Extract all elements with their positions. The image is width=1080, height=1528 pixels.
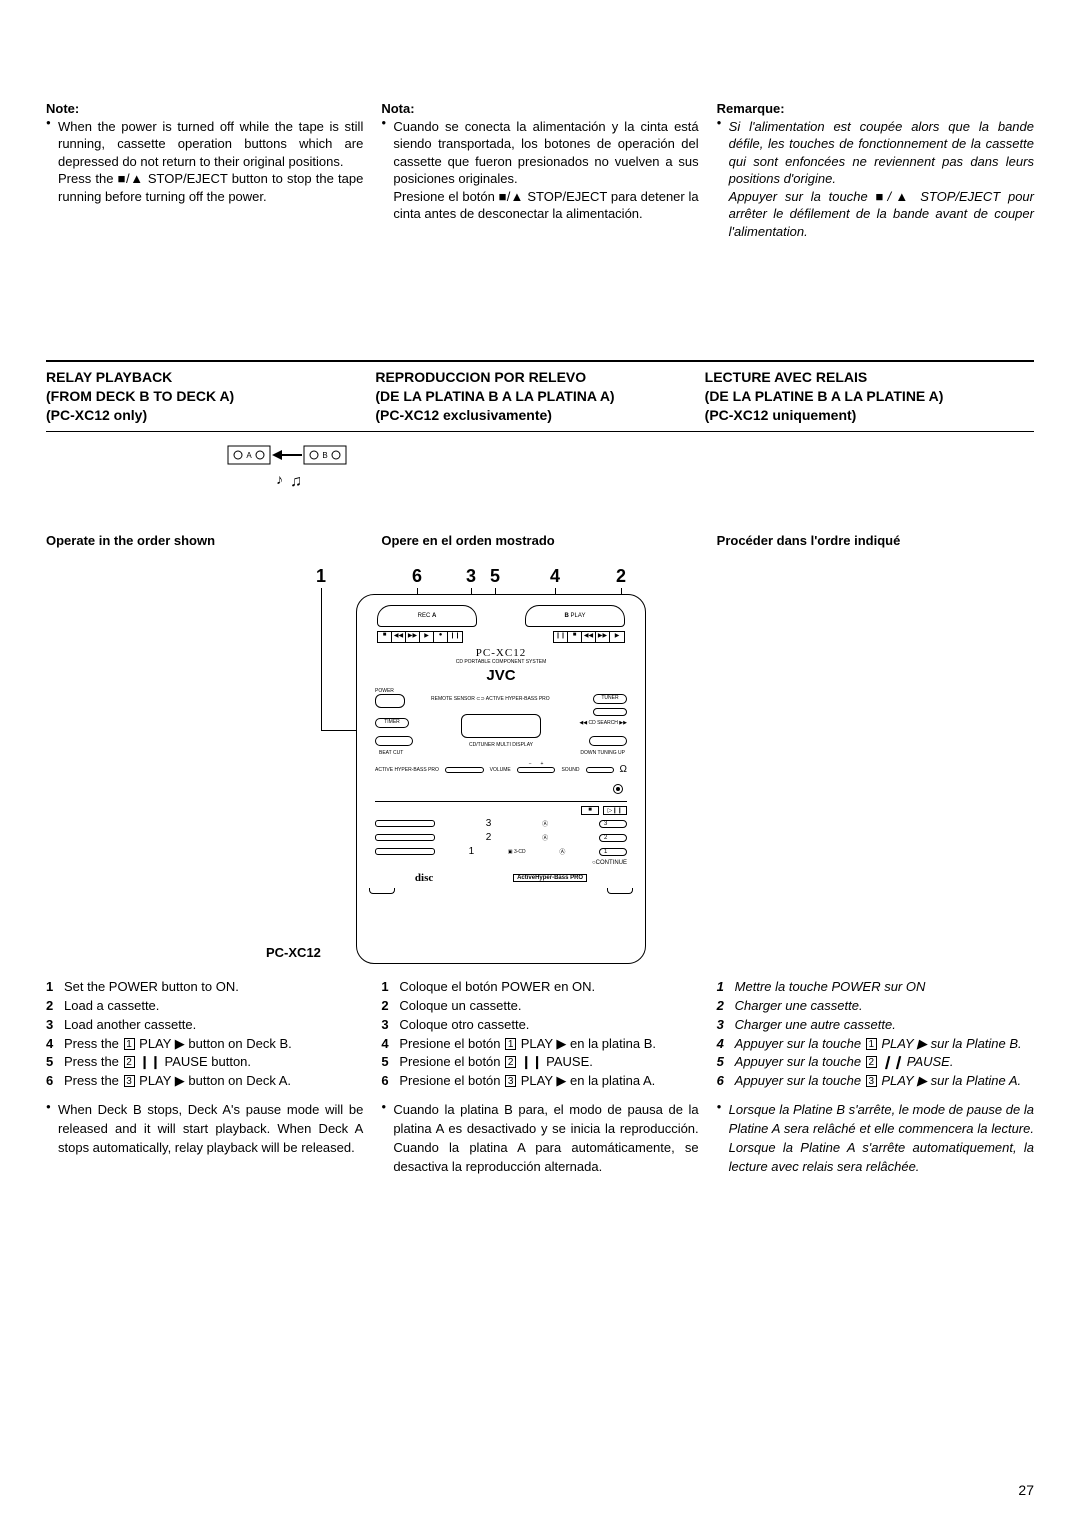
callout-numbers: 1 6 3 5 4 2: [46, 566, 666, 594]
top-notes-row: Note: When the power is turned off while…: [46, 100, 1034, 240]
callout-4: 4: [550, 566, 560, 587]
note-body-fr: Si l'alimentation est coupée alors que l…: [717, 118, 1034, 241]
tuner-button: TUNER: [593, 694, 627, 704]
section-fr: LECTURE AVEC RELAIS (DE LA PLATINE B A L…: [705, 362, 1034, 431]
control-panel: POWER REMOTE SENSOR ⊂⊃ ACTIVE HYPER-BASS…: [375, 690, 627, 760]
steps-note-en: When Deck B stops, Deck A's pause mode w…: [46, 1101, 363, 1158]
section-heading-bar: RELAY PLAYBACK (FROM DECK B TO DECK A) (…: [46, 360, 1034, 432]
timer-button: TIMER: [375, 718, 409, 728]
display-window: [461, 714, 541, 738]
operate-es: Opere en el orden mostrado: [381, 533, 698, 548]
note-spanish: Nota: Cuando se conecta la alimentación …: [381, 100, 698, 240]
cd-changer-area: ■ ▷❙❙ 3Ⓐ3 2Ⓐ2 1▣ 3-CDⒶ1 ○ CONTINUE: [375, 801, 627, 866]
operate-fr: Procéder dans l'ordre indiqué: [717, 533, 1034, 548]
deck-b-door: B PLAY: [525, 605, 625, 627]
note-body-en: When the power is turned off while the t…: [46, 118, 363, 206]
callout-5: 5: [490, 566, 500, 587]
operate-en: Operate in the order shown: [46, 533, 363, 548]
brand-logo: JVC: [357, 667, 645, 684]
steps-note-fr: Lorsque la Platine B s'arrête, le mode d…: [717, 1101, 1034, 1176]
volume-row: ACTIVE HYPER-BASS PRO VOLUME −+ SOUND Ω: [375, 764, 627, 775]
deck-relay-icon: A B ♪ ♫: [226, 444, 1034, 497]
deck-relay-svg: A B ♪ ♫: [226, 444, 366, 492]
subtitle: CD PORTABLE COMPONENT SYSTEM: [357, 659, 645, 665]
steps-row: 1Set the POWER button to ON. 2Load a cas…: [46, 978, 1034, 1176]
deck-b-buttons: ❙❙■◀◀▶▶▶: [553, 631, 625, 643]
note-title-fr: Remarque:: [717, 100, 1034, 118]
callout-1: 1: [316, 566, 326, 587]
callout-6: 6: [412, 566, 422, 587]
svg-text:B: B: [322, 451, 327, 460]
right-slider: [589, 736, 627, 746]
steps-note-es: Cuando la platina B para, el modo de pau…: [381, 1101, 698, 1176]
callout-2: 2: [616, 566, 626, 587]
bottom-logo-row: disc ActiveHyper-Bass PRO: [375, 872, 627, 884]
note-english: Note: When the power is turned off while…: [46, 100, 363, 240]
callout-3: 3: [466, 566, 476, 587]
deck-a-buttons: ■◀◀▶▶▶●❙❙: [377, 631, 463, 643]
device-illustration: REC A B PLAY ■◀◀▶▶▶●❙❙ ❙❙■◀◀▶▶▶ PC-XC12 …: [356, 594, 646, 964]
page-number: 27: [1018, 1482, 1034, 1498]
svg-text:A: A: [246, 451, 252, 460]
model-text: PC-XC12: [357, 647, 645, 659]
note-title-en: Note:: [46, 100, 363, 118]
left-slider: [375, 736, 413, 746]
svg-text:♫: ♫: [290, 473, 302, 490]
tape-cd-button: [593, 708, 627, 716]
svg-text:♪: ♪: [276, 471, 283, 487]
deck-a-door: REC A: [377, 605, 477, 627]
note-body-es: Cuando se conecta la alimentación y la c…: [381, 118, 698, 223]
section-en: RELAY PLAYBACK (FROM DECK B TO DECK A) (…: [46, 362, 375, 431]
leader-line: [321, 588, 322, 730]
power-button: [375, 694, 405, 708]
headphone-jack: [357, 781, 645, 799]
model-label: PC-XC12: [266, 945, 321, 960]
steps-spanish: 1Coloque el botón POWER en ON. 2Coloque …: [381, 978, 698, 1176]
note-title-es: Nota:: [381, 100, 698, 118]
steps-french: 1Mettre la touche POWER sur ON 2Charger …: [717, 978, 1034, 1176]
note-french: Remarque: Si l'alimentation est coupée a…: [717, 100, 1034, 240]
steps-english: 1Set the POWER button to ON. 2Load a cas…: [46, 978, 363, 1176]
section-es: REPRODUCCION POR RELEVO (DE LA PLATINA B…: [375, 362, 704, 431]
operate-labels-row: Operate in the order shown Opere en el o…: [46, 533, 1034, 548]
device-diagram: 1 6 3 5 4 2 REC A B PLAY ■◀◀▶▶▶●❙❙ ❙❙■◀◀…: [46, 566, 666, 964]
